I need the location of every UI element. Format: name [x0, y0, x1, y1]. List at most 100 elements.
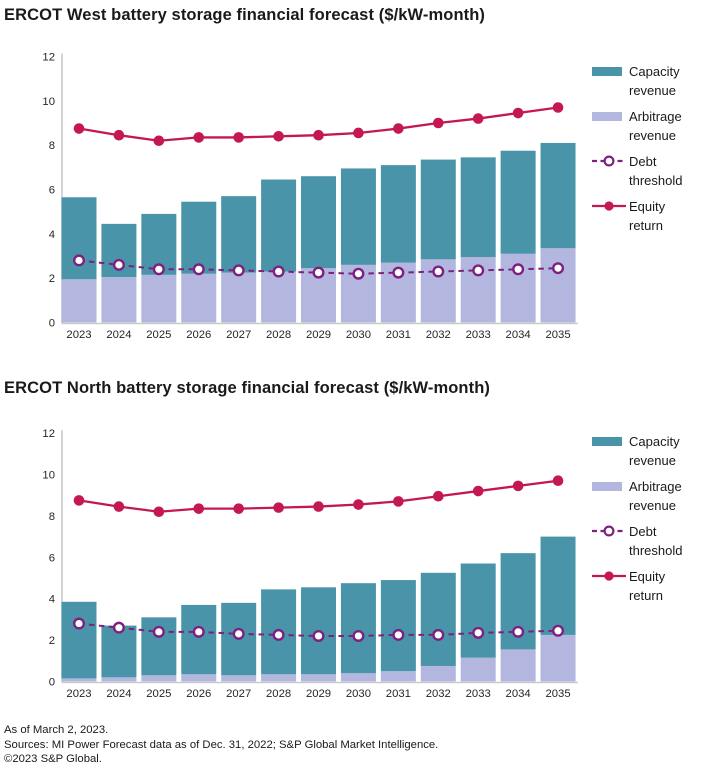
- equity-return-marker: [273, 131, 284, 142]
- debt-threshold-marker: [352, 267, 365, 280]
- x-tick-label: 2028: [266, 688, 291, 700]
- y-tick-label: 6: [49, 552, 55, 564]
- debt-threshold-marker: [552, 624, 565, 637]
- debt-threshold-marker: [152, 625, 165, 638]
- equity-return-marker: [113, 501, 125, 512]
- debt-threshold-marker: [512, 263, 525, 276]
- x-tick-label: 2035: [545, 688, 570, 700]
- arbitrage-revenue-bar: [261, 674, 297, 682]
- debt-threshold-line: [72, 254, 565, 280]
- equity-return-marker: [273, 502, 284, 513]
- legend-label-capacity-revenue: Capacity revenue: [629, 434, 680, 468]
- capacity-revenue-bar: [301, 176, 337, 269]
- arbitrage-revenue-bar: [221, 272, 257, 323]
- capacity-revenue-bar: [101, 625, 137, 678]
- legend-label-capacity-revenue: Capacity revenue: [629, 64, 680, 98]
- y-tick-label: 0: [49, 677, 55, 689]
- x-tick-label: 2030: [346, 688, 371, 700]
- debt-threshold-marker: [72, 617, 85, 630]
- chart-title-west: ERCOT West battery storage financial for…: [4, 6, 485, 24]
- capacity-revenue-swatch: [592, 67, 622, 76]
- capacity-revenue-bar: [420, 572, 456, 666]
- arbitrage-revenue-bar: [221, 675, 257, 682]
- capacity-revenue-bar: [420, 159, 456, 260]
- north-chart-legend: Capacity revenue Arbitrage revenue Debt thres…: [592, 432, 710, 612]
- stacked-bars-group: [61, 536, 576, 682]
- debt-threshold-line: [72, 617, 565, 642]
- arbitrage-revenue-bar: [61, 678, 97, 682]
- debt-threshold-marker: [272, 265, 285, 278]
- y-tick-label: 2: [49, 635, 55, 647]
- west-chart-plot: 0 2 4 6 8 10 12 2023 2024 2025 2026 2027 2028 2029 203…: [42, 52, 578, 341]
- legend-label-arbitrage-revenue: Arbitrage revenue: [629, 479, 682, 513]
- debt-threshold-marker: [192, 625, 205, 638]
- arbitrage-revenue-bar: [181, 273, 217, 323]
- equity-return-line: [73, 475, 564, 518]
- equity-return-line-sample: [592, 201, 626, 211]
- debt-threshold-marker: [432, 265, 445, 278]
- x-tick-label: 2023: [66, 688, 91, 700]
- equity-return-marker: [552, 102, 564, 113]
- legend-item-equity-return: Equity return: [592, 197, 710, 235]
- debt-threshold-marker: [432, 628, 445, 641]
- legend-item-equity-return: Equity return: [592, 567, 710, 605]
- capacity-revenue-bar: [61, 197, 97, 280]
- arbitrage-revenue-bar: [540, 634, 576, 682]
- x-tick-label: 2032: [426, 329, 451, 341]
- x-tick-label: 2032: [426, 688, 451, 700]
- x-tick-label: 2027: [226, 329, 251, 341]
- x-tick-label: 2024: [106, 329, 131, 341]
- debt-threshold-marker: [392, 628, 405, 641]
- arbitrage-revenue-bar: [500, 649, 536, 682]
- debt-threshold-marker: [312, 629, 325, 642]
- debt-threshold-marker: [392, 266, 405, 279]
- arbitrage-revenue-bar: [301, 674, 337, 682]
- equity-return-marker: [313, 501, 324, 512]
- capacity-revenue-bar: [540, 142, 576, 249]
- legend-label-equity-return: Equity return: [629, 569, 666, 603]
- legend-label-equity-return: Equity return: [629, 199, 666, 233]
- debt-threshold-marker: [352, 629, 365, 642]
- arbitrage-revenue-bar: [101, 277, 137, 323]
- chart-title-north: ERCOT North battery storage financial fo…: [4, 379, 490, 397]
- equity-return-marker: [313, 129, 324, 141]
- equity-return-marker: [193, 503, 205, 514]
- footer-notes: As of March 2, 2023. Sources: MI Power F…: [4, 723, 438, 767]
- legend-item-arbitrage-revenue: Arbitrage revenue: [592, 477, 710, 515]
- equity-return-marker: [432, 117, 444, 129]
- arbitrage-revenue-bar: [420, 665, 456, 682]
- x-tick-label: 2027: [226, 688, 251, 700]
- equity-return-marker: [393, 123, 404, 134]
- legend-item-debt-threshold: Debt threshold: [592, 152, 710, 190]
- x-tick-label: 2033: [466, 688, 491, 700]
- debt-threshold-marker: [472, 264, 485, 277]
- y-tick-label: 4: [49, 229, 55, 241]
- capacity-revenue-bar: [181, 201, 217, 274]
- legend-item-debt-threshold: Debt threshold: [592, 522, 710, 560]
- capacity-revenue-bar: [500, 150, 536, 254]
- x-tick-label: 2035: [545, 329, 570, 341]
- arbitrage-revenue-bar: [540, 248, 576, 323]
- arbitrage-revenue-bar: [460, 657, 496, 682]
- y-axis-tick-labels: 0 2 4 6 8 10 12: [42, 52, 55, 330]
- capacity-revenue-bar: [61, 601, 97, 679]
- arbitrage-revenue-bar: [141, 274, 177, 323]
- y-tick-label: 10: [42, 470, 55, 482]
- equity-return-marker: [552, 475, 564, 487]
- equity-return-marker: [353, 127, 364, 139]
- debt-threshold-line-sample: [592, 525, 626, 537]
- y-tick-label: 6: [49, 185, 55, 197]
- legend-label-debt-threshold: Debt threshold: [629, 154, 683, 188]
- y-tick-label: 12: [42, 428, 55, 440]
- x-tick-label: 2029: [306, 688, 331, 700]
- footer-copyright: ©2023 S&P Global.: [4, 753, 102, 766]
- capacity-revenue-bar: [380, 165, 416, 263]
- capacity-revenue-bar: [380, 580, 416, 672]
- capacity-revenue-bar: [261, 179, 297, 272]
- debt-threshold-marker: [192, 263, 205, 276]
- capacity-revenue-bar: [460, 157, 496, 258]
- x-tick-label: 2025: [146, 329, 171, 341]
- equity-return-marker: [73, 495, 85, 506]
- arbitrage-revenue-bar: [340, 673, 376, 682]
- arbitrage-revenue-swatch: [592, 482, 622, 491]
